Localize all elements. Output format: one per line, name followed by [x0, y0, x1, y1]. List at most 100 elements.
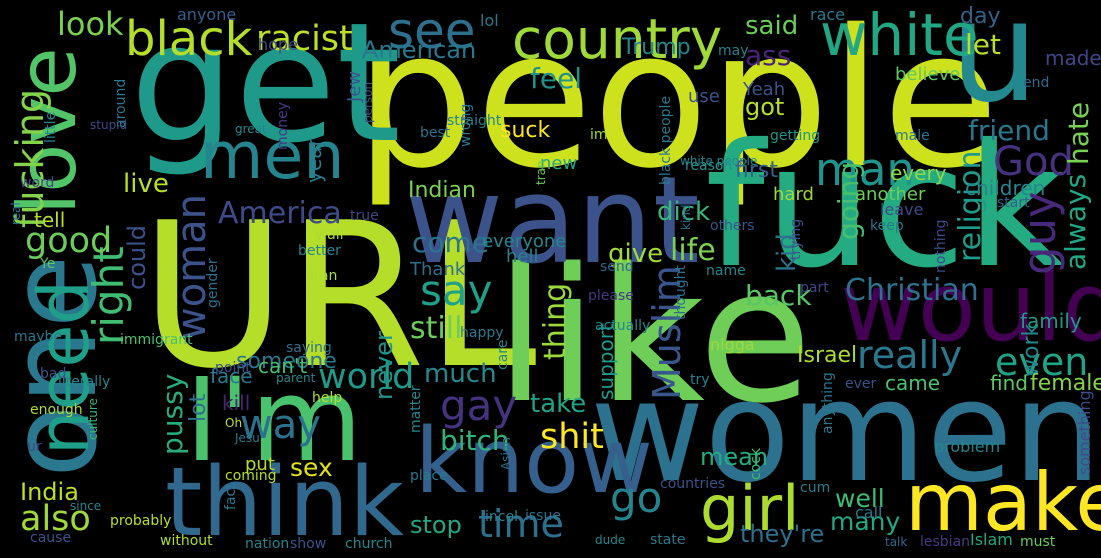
word-men: men: [200, 119, 345, 194]
word-trump: Trump: [621, 35, 691, 60]
word-family: family: [1020, 309, 1082, 333]
word-see: see: [388, 2, 476, 60]
word-support: support: [594, 323, 618, 400]
word-end: end: [1023, 75, 1049, 91]
word-woman: woman: [169, 194, 215, 340]
word-help: help: [312, 390, 342, 406]
word-women: women: [590, 351, 1101, 514]
word-first: first: [735, 158, 778, 183]
word-every: every: [890, 161, 947, 185]
word-hope: hope: [258, 35, 298, 54]
word-white: white: [820, 1, 979, 69]
word-country: country: [512, 7, 722, 71]
word-literally: literally: [58, 374, 110, 390]
word-also: also: [20, 499, 91, 539]
word-tran: tran: [534, 160, 548, 185]
word-look: look: [57, 5, 124, 43]
word-nation: nation: [245, 536, 289, 552]
word-much: much: [424, 359, 497, 389]
word-countries: countries: [660, 476, 725, 492]
word-iran: Iran: [310, 268, 337, 284]
word-want: want: [405, 152, 700, 291]
word-believe: believe: [895, 64, 960, 85]
word-real: real: [9, 202, 23, 225]
word-straight: straight: [447, 113, 502, 129]
word-christian: Christian: [845, 273, 979, 308]
word-must: must: [1020, 534, 1056, 550]
word-try: try: [690, 372, 710, 388]
word-man: man: [815, 143, 915, 196]
word-reason: reason: [685, 158, 732, 174]
word-immigrant: immigrant: [120, 332, 193, 348]
word-fucking: fucking: [8, 89, 52, 228]
word-around: around: [113, 79, 129, 128]
word-always: always: [1059, 174, 1092, 270]
word-since: since: [70, 499, 101, 513]
word-never: never: [370, 331, 398, 400]
word-asian: Asian: [499, 437, 513, 470]
word-really: really: [857, 333, 962, 377]
word-going: going: [832, 162, 865, 240]
word-back: back: [745, 279, 812, 312]
word-send: send: [600, 259, 634, 275]
word-cause: cause: [30, 530, 71, 546]
word-true: true: [350, 208, 379, 224]
word-gender: gender: [205, 258, 221, 308]
word-kind: kind: [679, 204, 693, 230]
word-kid: kid: [772, 233, 802, 272]
word-could: could: [123, 225, 151, 290]
word-guy: guy: [1013, 191, 1066, 275]
word-others: others: [710, 218, 755, 234]
word-yeah: Yeah: [742, 79, 785, 100]
word-saying: saying: [286, 340, 332, 356]
word-i-m: I'm: [185, 354, 363, 488]
word-work: work: [1019, 324, 1044, 377]
word-can-t: can't: [258, 354, 307, 378]
word-enough: enough: [30, 402, 83, 418]
word-dude: dude: [595, 533, 625, 547]
word-best: best: [420, 125, 451, 141]
word-new: new: [540, 153, 577, 174]
word-little: little: [43, 112, 59, 143]
word-islam: Islam: [970, 530, 1013, 549]
word-something: something: [1075, 390, 1094, 475]
word-black-people: black people: [658, 96, 674, 185]
word-please: please: [588, 288, 634, 304]
word-american: American: [362, 36, 476, 64]
word-actually: actually: [595, 318, 650, 334]
word-lol: lol: [480, 11, 499, 30]
word-way: way: [240, 402, 321, 448]
word-word: word: [20, 175, 54, 191]
word-like: like: [495, 228, 812, 444]
word-need: need: [23, 280, 105, 455]
word-issue: issue: [525, 508, 561, 524]
word-face: face: [210, 364, 253, 388]
word-one: one: [0, 255, 124, 478]
word-girl: girl: [700, 472, 799, 545]
word-maybe: maybe: [14, 329, 62, 345]
word-another: another: [855, 184, 926, 205]
word-came: came: [885, 371, 940, 395]
word-ass: ass: [745, 39, 791, 72]
word-come: come: [412, 226, 489, 259]
word-tell: tell: [34, 208, 65, 232]
word-religion: religion: [953, 150, 988, 262]
word-oh: Oh: [225, 416, 242, 430]
word-place: place: [410, 468, 448, 484]
word-hate: hate: [1062, 102, 1095, 165]
word-they-re: they're: [740, 520, 824, 548]
word-still: still: [410, 311, 462, 346]
word-without: without: [160, 533, 213, 549]
word-cock: cock: [748, 447, 764, 480]
word-jesu: Jesu: [234, 431, 260, 445]
word-incel: incel: [485, 509, 518, 525]
word-sex: sex: [290, 453, 333, 482]
word-many: many: [830, 507, 901, 536]
word-someone: someone: [236, 349, 337, 374]
word-day: day: [960, 4, 1000, 29]
word-shit: shit: [540, 417, 604, 457]
word-america: America: [218, 196, 342, 231]
word-love: love: [1, 47, 94, 215]
word-make: make: [905, 456, 1101, 549]
